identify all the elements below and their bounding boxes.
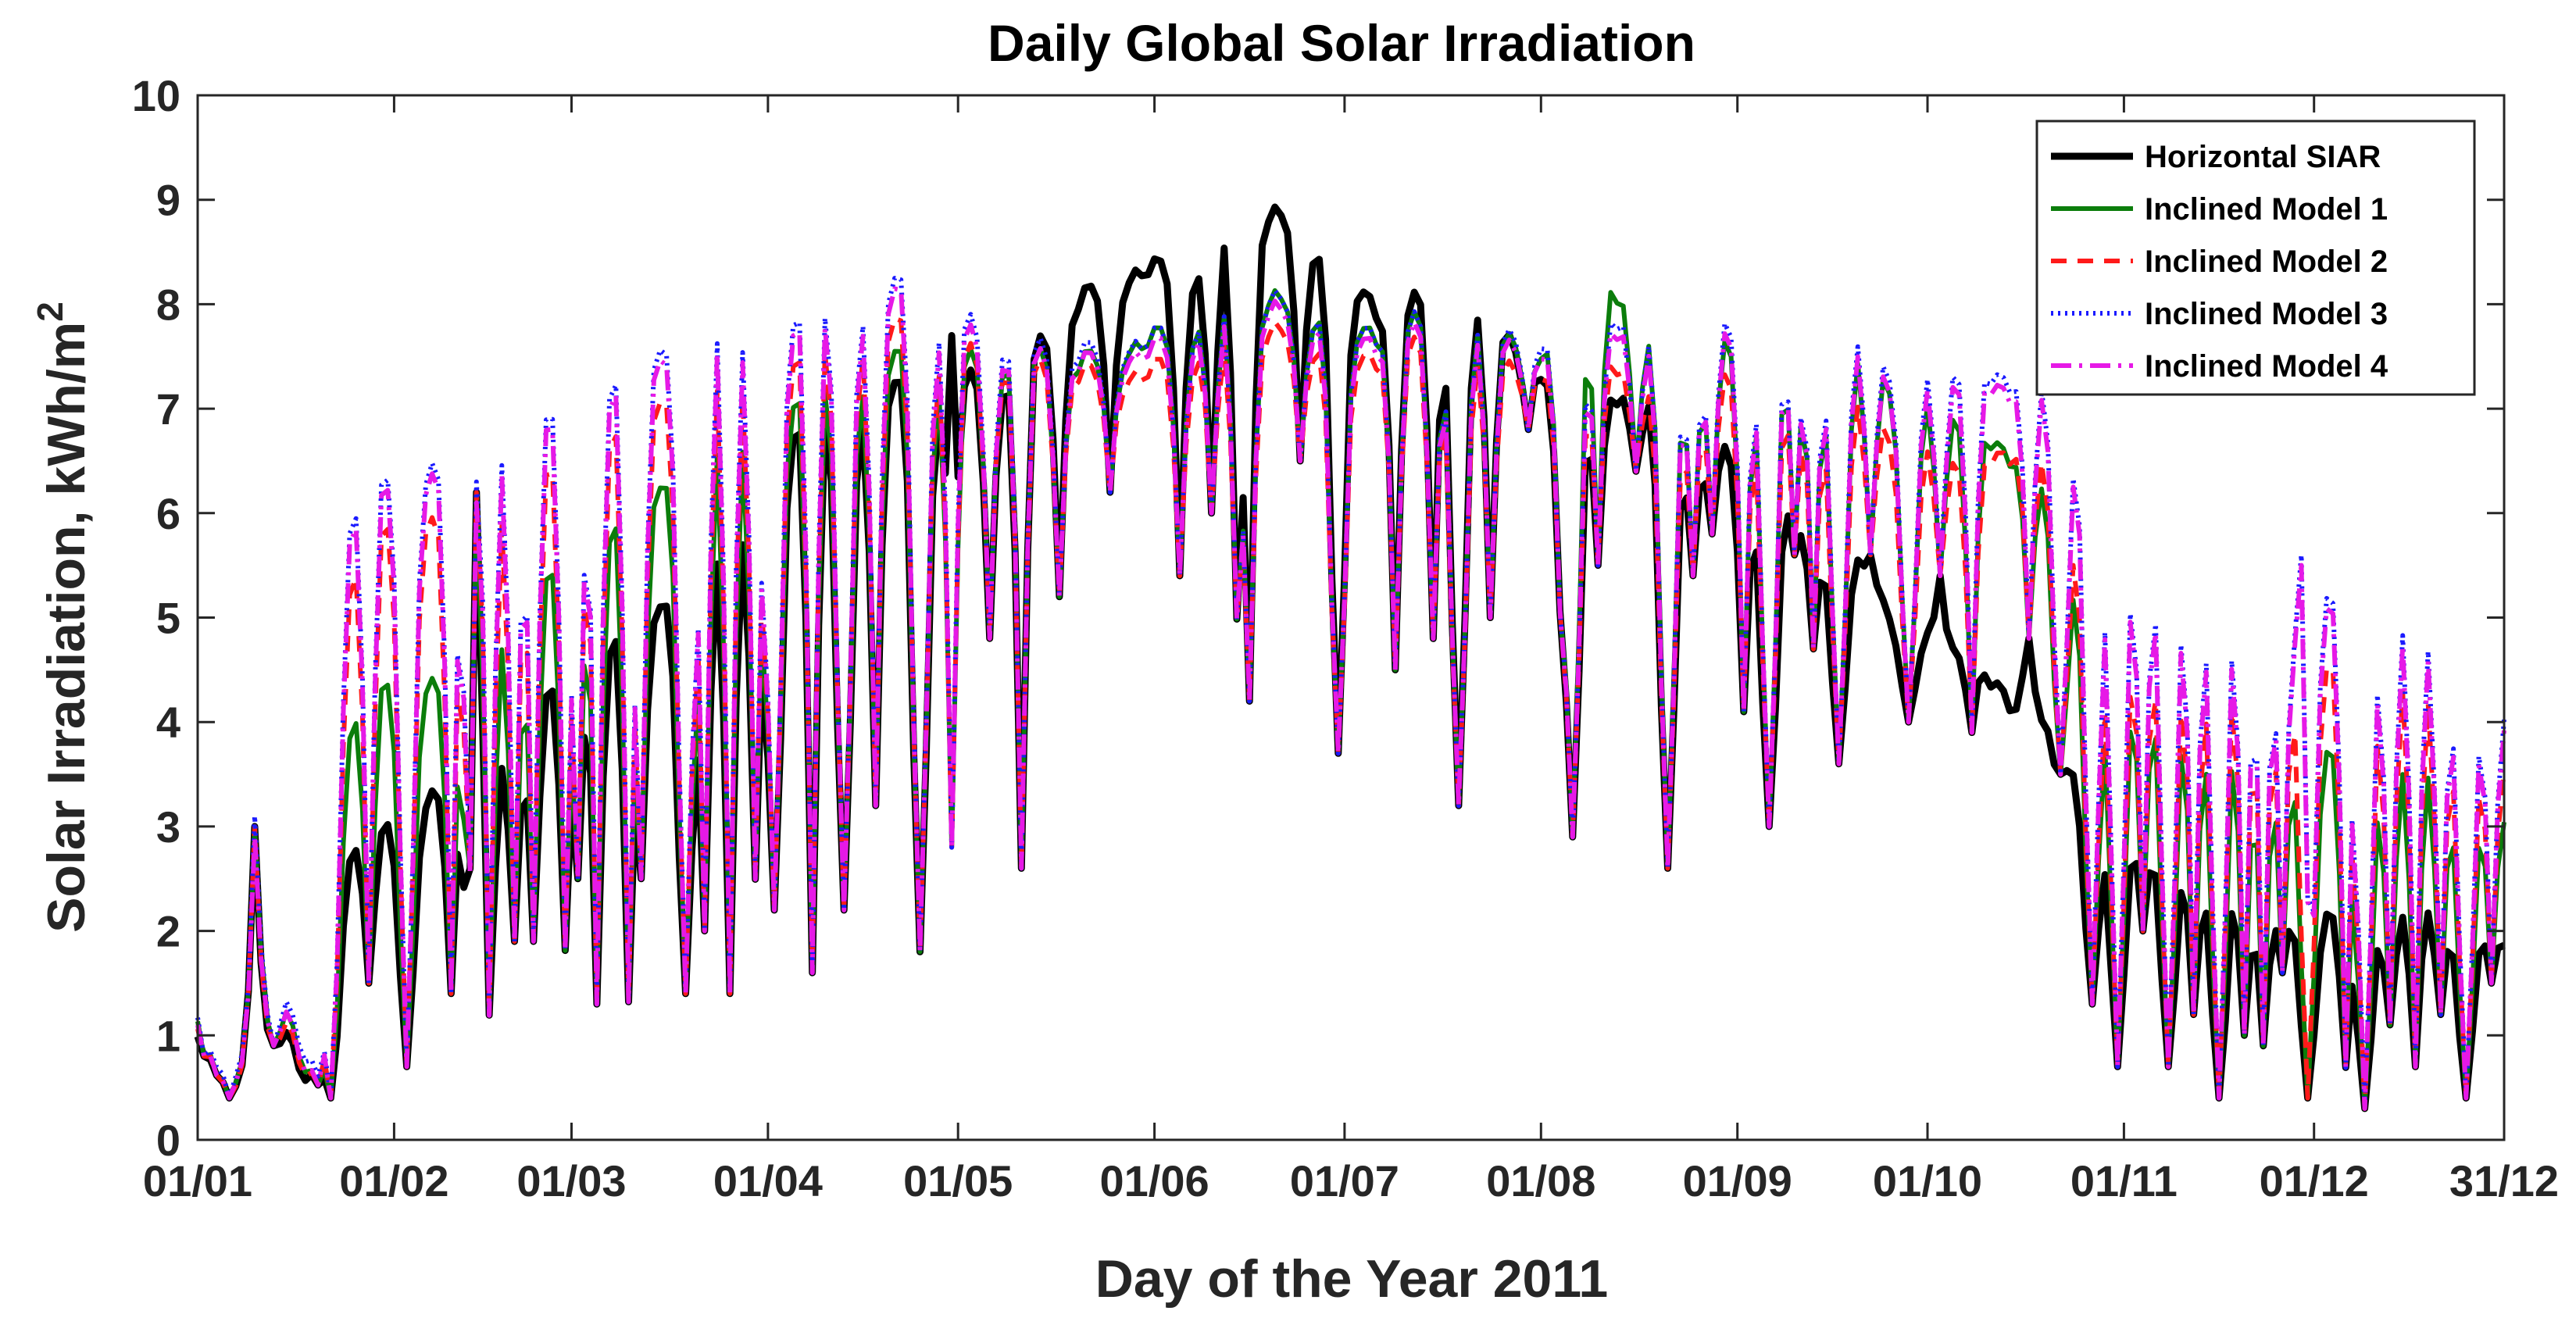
x-tick-label: 01/07 — [1290, 1156, 1399, 1205]
x-axis: 01/01 01/02 01/03 01/04 01/05 01/06 01/07 01/08… — [143, 95, 2559, 1205]
y-tick-label: 0 — [156, 1116, 180, 1165]
x-tick-label: 01/01 — [143, 1156, 252, 1205]
x-tick-label: 01/08 — [1486, 1156, 1595, 1205]
y-axis: 0 1 2 3 4 5 6 7 8 9 10 — [132, 71, 2504, 1165]
legend-box — [2035, 120, 2476, 396]
y-tick-label: 9 — [156, 176, 180, 225]
x-tick-label: 31/12 — [2449, 1156, 2559, 1205]
legend-label-model2: Inclined Model 2 — [2145, 245, 2388, 279]
y-tick-label: 10 — [132, 71, 180, 120]
y-tick-label: 6 — [156, 489, 180, 538]
x-tick-label: 01/11 — [2070, 1156, 2178, 1205]
chart-title: Daily Global Solar Irradiation — [988, 14, 1695, 72]
legend: Horizontal SIAR Inclined Model 1 Inclined … — [2035, 120, 2476, 396]
series-line-model4 — [195, 286, 2506, 1111]
x-tick-label: 01/12 — [2260, 1156, 2369, 1205]
y-tick-label: 5 — [156, 594, 180, 643]
y-tick-label: 3 — [156, 802, 180, 852]
y-axis-label-superscript: 2 — [30, 302, 70, 322]
y-axis-label-main: Solar Irradiation, kWh/m — [37, 322, 96, 933]
x-tick-label: 01/05 — [903, 1156, 1013, 1205]
y-tick-label: 1 — [156, 1011, 180, 1060]
y-axis-label: Solar Irradiation, kWh/m2 — [30, 302, 96, 933]
x-tick-label: 01/04 — [713, 1156, 823, 1205]
y-tick-label: 7 — [156, 384, 180, 434]
y-tick-label: 4 — [156, 698, 180, 747]
legend-label-model4: Inclined Model 4 — [2145, 349, 2388, 384]
x-tick-label: 01/03 — [516, 1156, 626, 1205]
legend-label-model1: Inclined Model 1 — [2145, 192, 2388, 227]
legend-label-model3: Inclined Model 3 — [2145, 297, 2388, 331]
x-axis-label: Day of the Year 2011 — [1095, 1249, 1609, 1309]
x-tick-label: 01/09 — [1683, 1156, 1792, 1205]
legend-label-horizontal: Horizontal SIAR — [2145, 140, 2381, 174]
x-tick-label: 01/10 — [1873, 1156, 1982, 1205]
plot-lines — [194, 203, 2506, 1112]
y-tick-label: 8 — [156, 280, 180, 329]
y-tick-label: 2 — [156, 907, 180, 956]
x-tick-label: 01/06 — [1100, 1156, 1209, 1205]
x-tick-label: 01/02 — [339, 1156, 448, 1205]
